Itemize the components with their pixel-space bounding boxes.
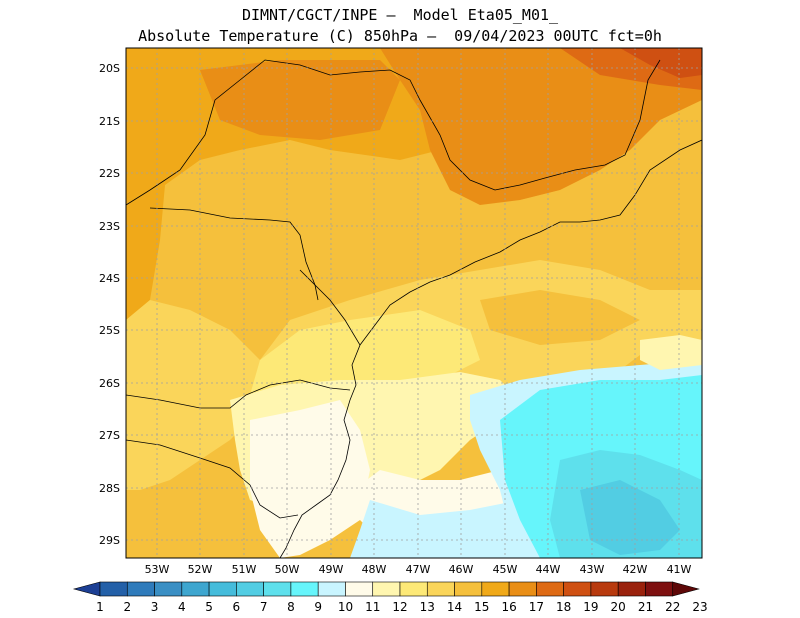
- lat-label: 20S: [99, 62, 120, 75]
- lon-label: 47W: [406, 563, 431, 576]
- colorbar-label: 4: [178, 600, 186, 614]
- colorbar-max-arrow: [672, 581, 700, 597]
- lon-label: 43W: [580, 563, 605, 576]
- colorbar-label: 6: [233, 600, 241, 614]
- lat-lon-grid: [126, 48, 702, 558]
- coastline-borders: [126, 59, 702, 558]
- colorbar-swatch: [345, 581, 374, 597]
- colorbar-swatch: [536, 581, 564, 597]
- colorbar-label: 22: [665, 600, 680, 614]
- colorbar-swatch: [481, 581, 510, 597]
- lat-label: 29S: [99, 534, 120, 547]
- colorbar-swatch: [372, 581, 401, 597]
- colorbar-label: 1: [96, 600, 104, 614]
- colorbar-swatch: [645, 581, 674, 597]
- colorbar-label: 3: [151, 600, 159, 614]
- colorbar-label: 7: [260, 600, 268, 614]
- colorbar-swatch: [617, 581, 646, 597]
- colorbar-swatch: [236, 581, 264, 597]
- colorbar-label: 2: [123, 600, 131, 614]
- chart-title-line1: DIMNT/CGCT/INPE – Model Eta05_M01_: [241, 6, 559, 24]
- lat-label: 25S: [99, 324, 120, 337]
- lat-label: 28S: [99, 482, 120, 495]
- colorbar-swatch: [181, 581, 210, 597]
- colorbar-label: 16: [501, 600, 516, 614]
- lat-label: 26S: [99, 377, 120, 390]
- lon-label: 41W: [667, 563, 692, 576]
- colorbar-label: 11: [365, 600, 380, 614]
- map-frame: [125, 47, 703, 559]
- colorbar-label: 10: [338, 600, 353, 614]
- lon-label: 49W: [319, 563, 344, 576]
- colorbar-swatch: [290, 581, 319, 597]
- colorbar-swatch: [426, 581, 455, 597]
- colorbar-swatch: [126, 581, 155, 597]
- colorbar-swatch: [454, 581, 483, 597]
- colorbar-label: 13: [420, 600, 435, 614]
- longitude-labels: 53W 52W 51W 50W 49W 48W 47W 46W 45W 44W …: [145, 563, 692, 576]
- lat-label: 27S: [99, 429, 120, 442]
- lat-label: 21S: [99, 115, 120, 128]
- colorbar-swatch: [508, 581, 537, 597]
- colorbar-label: 8: [287, 600, 295, 614]
- colorbar-label: 17: [529, 600, 544, 614]
- colorbar-swatch: [399, 581, 428, 597]
- colorbar-min-arrow: [72, 581, 101, 597]
- lon-label: 45W: [493, 563, 518, 576]
- colorbar-label: 14: [447, 600, 462, 614]
- colorbar-label: 19: [583, 600, 598, 614]
- lat-label: 24S: [99, 272, 120, 285]
- colorbar-label: 5: [205, 600, 213, 614]
- lon-label: 51W: [232, 563, 257, 576]
- colorbar-label: 23: [692, 600, 707, 614]
- colorbar-label: 12: [392, 600, 407, 614]
- lon-label: 44W: [536, 563, 561, 576]
- latitude-labels: 20S 21S 22S 23S 24S 25S 26S 27S 28S 29S: [99, 62, 120, 547]
- lat-label: 23S: [99, 220, 120, 233]
- chart-title-line2: Absolute Temperature (C) 850hPa – 09/04/…: [138, 27, 662, 45]
- lon-label: 50W: [275, 563, 300, 576]
- colorbar-label: 21: [638, 600, 653, 614]
- lon-label: 52W: [188, 563, 213, 576]
- lat-label: 22S: [99, 167, 120, 180]
- colorbar-label: 15: [474, 600, 489, 614]
- lon-label: 48W: [362, 563, 387, 576]
- colorbar-swatch: [563, 581, 592, 597]
- temperature-field: [126, 48, 702, 558]
- colorbar-swatch: [154, 581, 183, 597]
- colorbar-label: 18: [556, 600, 571, 614]
- lon-label: 42W: [623, 563, 648, 576]
- colorbar-label: 9: [314, 600, 322, 614]
- lon-label: 46W: [449, 563, 474, 576]
- lon-label: 53W: [145, 563, 170, 576]
- colorbar-swatch: [99, 581, 128, 597]
- colorbar-swatch: [263, 581, 292, 597]
- colorbar-swatch: [317, 581, 346, 597]
- colorbar-swatch: [590, 581, 619, 597]
- colorbar: 1 2 3 4 5 6 7 8 9 10 11 12 13 14 15 16 17 18 19 20 21 22 23: [72, 581, 708, 614]
- colorbar-swatch: [208, 581, 237, 597]
- colorbar-label: 20: [611, 600, 626, 614]
